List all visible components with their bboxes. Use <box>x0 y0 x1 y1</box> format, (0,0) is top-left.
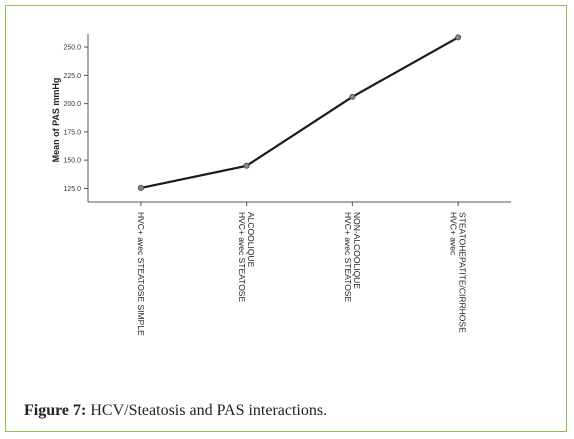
y-tick-label: 200.0 <box>63 101 81 108</box>
figure-frame: 125.0 150.0 175.0 200.0 225.0 250.0 Mean of P… <box>5 5 567 432</box>
y-ticks: 125.0 150.0 175.0 200.0 225.0 250.0 <box>63 45 88 193</box>
x-tick-label: ALCOOLIQUE <box>246 212 256 268</box>
y-tick-label: 175.0 <box>63 129 81 136</box>
series-line <box>140 36 459 189</box>
x-tick-label: NON-ALCOOLIQUE <box>352 212 362 289</box>
y-axis-label: Mean of PAS mmHg <box>51 78 61 163</box>
x-tick-label: HVC+ avec STEATOSE SIMPLE <box>136 212 146 336</box>
data-point <box>243 162 250 169</box>
data-point <box>455 34 462 41</box>
chart-axes <box>87 34 511 203</box>
y-tick-label: 125.0 <box>63 186 81 193</box>
line-chart: 125.0 150.0 175.0 200.0 225.0 250.0 Mean of P… <box>51 34 511 336</box>
series-points <box>137 34 462 191</box>
data-point <box>137 184 144 191</box>
figure-caption-text: HCV/Steatosis and PAS interactions. <box>90 402 328 419</box>
y-tick-label: 250.0 <box>63 45 81 52</box>
figure-caption: Figure 7: HCV/Steatosis and PAS interact… <box>24 402 327 420</box>
x-tick-label: HVC+ avec STEATOSE <box>343 212 353 302</box>
figure-label: Figure 7: <box>24 402 87 419</box>
x-tick-labels: HVC+ avec STEATOSE SIMPLE HVC+ avec STEAT… <box>136 202 468 336</box>
x-tick-label: HVC+ avec STEATOSE <box>237 212 247 302</box>
data-point <box>349 93 356 100</box>
x-tick-label: HVC+ avec <box>449 212 459 256</box>
y-tick-label: 225.0 <box>63 73 81 80</box>
y-tick-label: 150.0 <box>63 158 81 165</box>
x-tick-label: STEATOHEPATITE/CIRRHOSE <box>458 212 468 333</box>
